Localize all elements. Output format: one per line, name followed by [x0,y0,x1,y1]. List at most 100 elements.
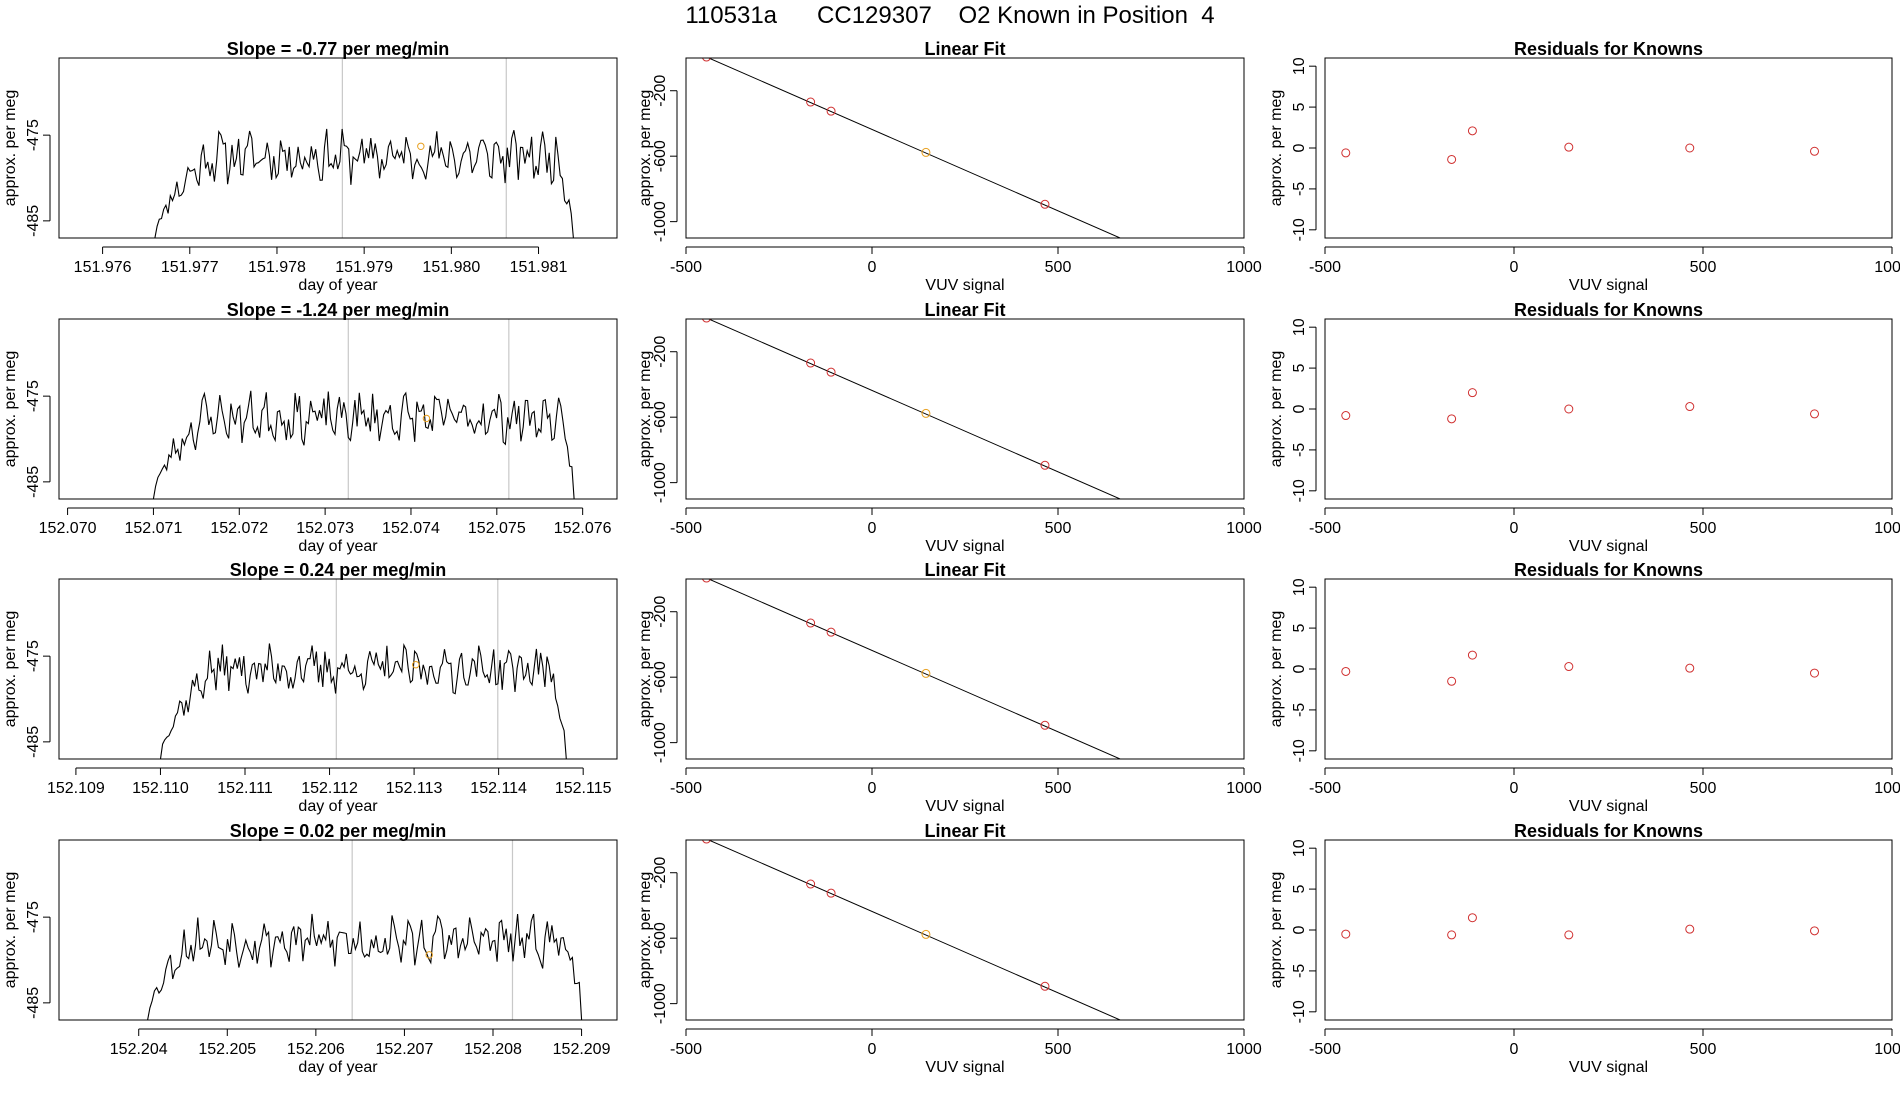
residual-point [1341,929,1351,939]
y-tick-label: -1000 [652,462,669,503]
y-tick-label: -600 [652,922,669,954]
x-tick-label: 1000 [1226,520,1262,537]
residual-point [1447,414,1457,424]
plot-frame [58,578,618,760]
y-tick-label: -10 [1291,1000,1308,1023]
y-tick-label: 0 [1291,925,1308,934]
y-tick-label: -475 [25,640,42,672]
x-tick-label: 151.976 [74,259,132,276]
x-axis-label: day of year [298,798,378,815]
known-data-point [826,367,836,377]
x-tick-label: 152.204 [110,1041,168,1058]
panel-title: Slope = -1.24 per meg/min [227,300,450,320]
residual-point [1810,146,1820,156]
highlight-point [417,142,425,150]
x-tick-label: 1000 [1226,780,1262,797]
x-tick-label: 1000 [1874,520,1900,537]
y-tick-label: -600 [652,401,669,433]
y-tick-label: -485 [25,987,42,1019]
known-data-point [1040,981,1050,991]
y-tick-label: -1000 [652,722,669,763]
y-tick-label: -200 [652,75,669,107]
x-tick-label: 152.111 [217,780,273,797]
timeseries-panel-row-1: Slope = -0.77 per meg/min 151.976 151.977 1… [2,39,618,294]
plot-frame [1324,318,1893,500]
plot-area [702,840,1122,1020]
data-trace-line [154,128,574,238]
residual-point [1341,666,1351,676]
x-tick-label: 500 [1690,259,1717,276]
y-tick-label: 5 [1291,885,1308,894]
x-tick-label: -500 [1309,780,1341,797]
unknown-data-point [921,668,931,678]
plot-area [1341,388,1820,424]
known-data-point [806,358,816,368]
residual-point [1341,148,1351,158]
x-tick-label: 1000 [1226,1041,1262,1058]
known-data-point [806,618,816,628]
x-tick-label: 151.977 [161,259,219,276]
panel-title: Slope = 0.02 per meg/min [230,821,447,841]
data-trace-line [159,643,567,759]
known-data-point [1040,720,1050,730]
residual-point [1341,411,1351,421]
residual-point [1564,930,1574,940]
residuals-panel-row-4: Residuals for Knowns -500 0 500 1000 VUV sign… [1268,821,1900,1076]
x-tick-label: 500 [1045,780,1072,797]
unknown-data-point [921,408,931,418]
x-tick-label: -500 [1309,520,1341,537]
residuals-panel-row-1: Residuals for Knowns -500 0 500 1000 VUV sign… [1268,39,1900,294]
residual-point [1564,662,1574,672]
x-axis-label: VUV signal [1569,1059,1648,1076]
plot-area [159,579,567,759]
known-data-point [1040,199,1050,209]
x-tick-label: -500 [670,780,702,797]
panel-title: Linear Fit [924,821,1005,841]
y-tick-label: -200 [652,596,669,628]
panel-title: Linear Fit [924,300,1005,320]
plot-frame [58,839,618,1021]
y-tick-label: 5 [1291,624,1308,633]
x-tick-label: -500 [670,520,702,537]
y-tick-label: -10 [1291,739,1308,762]
x-axis-label: day of year [298,1059,378,1076]
plot-frame [685,839,1245,1021]
y-tick-label: -485 [25,466,42,498]
plot-area [1341,650,1820,686]
y-axis-label: approx. per meg [637,351,654,468]
known-data-point [1040,460,1050,470]
y-tick-label: -200 [652,857,669,889]
panel-title: Linear Fit [924,560,1005,580]
known-data-point [826,888,836,898]
x-tick-label: 152.114 [470,780,527,797]
y-axis-label: approx. per meg [1268,611,1285,728]
x-axis-label: VUV signal [1569,538,1648,555]
linear-fit-panel-row-3: Linear Fit -500 0 500 1000 VUV signal -1000 -60… [637,560,1262,815]
timeseries-panel-row-4: Slope = 0.02 per meg/min 152.204 152.205 15… [2,821,618,1076]
x-tick-label: 0 [1510,1041,1519,1058]
known-data-point [806,97,816,107]
x-axis-label: VUV signal [925,277,1004,294]
x-tick-label: 0 [868,520,877,537]
panel-title: Residuals for Knowns [1514,300,1703,320]
y-tick-label: -475 [25,380,42,412]
y-axis-label: approx. per meg [2,611,19,728]
x-tick-label: 152.209 [553,1041,611,1058]
plot-area [154,58,574,238]
x-tick-label: 152.071 [125,520,183,537]
y-tick-label: 10 [1291,57,1308,75]
timeseries-panel-row-3: Slope = 0.24 per meg/min 152.109 152.110 15… [2,560,618,815]
known-data-point [702,840,711,844]
plot-area [152,319,575,499]
fit-line [707,579,1122,759]
x-tick-label: 152.207 [376,1041,434,1058]
residual-point [1447,676,1457,686]
x-tick-label: 151.981 [510,259,568,276]
page-title: 110531a CC129307 O2 Known in Position 4 [685,2,1215,29]
fit-line [707,319,1122,499]
x-tick-label: 151.979 [335,259,393,276]
known-data-point [1164,254,1172,262]
y-axis-label: approx. per meg [2,90,19,207]
x-tick-label: 152.075 [468,520,526,537]
